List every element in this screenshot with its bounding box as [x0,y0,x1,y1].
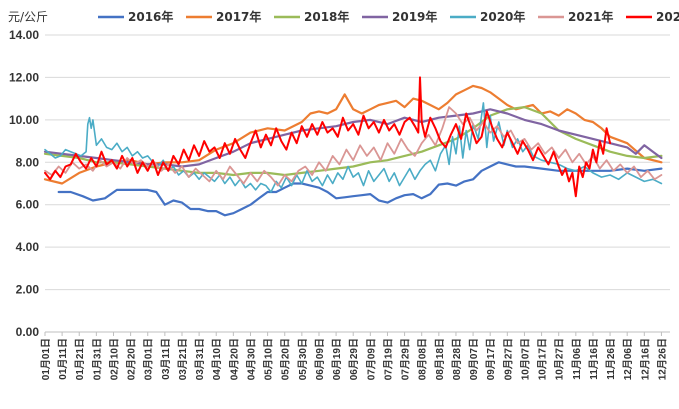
x-tick-label: 06月09日 [314,338,326,380]
series-line-2 [43,84,663,185]
x-tick-label: 01月31日 [91,338,103,380]
x-tick-label: 05月10日 [263,338,275,380]
legend: 2016年 2017年 2018年 2019年 2020年 2021年 2022年 [98,9,679,24]
gridlines [45,34,670,333]
x-tick-label: 07月19日 [382,338,394,380]
x-tick-label: 09月17日 [485,338,497,380]
x-tick-label: 09月27日 [502,338,514,380]
x-tick-label: 08月28日 [451,338,463,380]
x-tick-label: 03月21日 [177,338,189,380]
legend-label: 2022年 [656,9,679,24]
legend-label: 2020年 [480,9,525,24]
legend-label: 2019年 [392,9,437,24]
plot-area [43,76,663,217]
x-tick-label: 05月30日 [297,338,309,380]
x-tick-label: 01月11日 [57,338,69,380]
x-tick-label: 11月26日 [605,338,617,380]
x-tick-label: 10月07日 [519,338,531,380]
x-tick-label: 12月16日 [639,338,651,380]
x-tick-label: 02月10日 [108,338,120,380]
x-tick-label: 03月31日 [194,338,206,380]
x-axis-ticks: 01月01日 01月11日 01月21日 01月31日 02月10日 02月20日 03月0… [40,332,668,380]
x-tick-label: 10月17日 [537,338,549,380]
x-tick-label: 08月18日 [434,338,446,380]
x-tick-label: 04月20日 [228,338,240,380]
x-tick-label: 03月01日 [143,338,155,380]
y-tick-label: 12.00 [9,70,39,84]
y-tick-label: 2.00 [16,283,40,297]
legend-label: 2016年 [128,9,173,24]
series-line-6 [44,106,663,187]
y-axis-ticks: 0.00 2.00 4.00 6.00 8.00 10.00 12.00 14.00 [9,28,39,339]
x-tick-label: 08月08日 [417,338,429,380]
x-tick-label: 04月10日 [211,338,223,380]
x-tick-label: 06月19日 [331,338,343,380]
legend-label: 2018年 [304,9,349,24]
x-tick-label: 11月06日 [571,338,583,380]
series-line-1 [57,161,663,217]
x-tick-label: 02月20日 [126,338,138,380]
x-tick-label: 07月29日 [400,338,412,380]
x-tick-label: 11月16日 [588,338,600,380]
series-line-3 [43,105,663,177]
x-tick-label: 06月29日 [348,338,360,380]
y-tick-label: 4.00 [16,240,40,254]
y-axis-unit-label: 元/公斤 [8,10,48,24]
x-tick-label: 01月21日 [74,338,86,380]
x-tick-label: 12月06日 [622,338,634,380]
x-tick-label: 01月01日 [40,338,52,380]
x-tick-label: 09月07日 [468,338,480,380]
series-line-7 [44,76,612,198]
x-tick-label: 03月11日 [160,338,172,380]
y-tick-label: 14.00 [9,28,39,42]
x-tick-label: 07月09日 [365,338,377,380]
y-tick-label: 0.00 [16,325,40,339]
legend-label: 2017年 [216,9,261,24]
x-tick-label: 12月26日 [656,338,668,380]
legend-label: 2021年 [568,9,613,24]
x-tick-label: 04月30日 [245,338,257,380]
y-tick-label: 10.00 [9,113,39,127]
y-tick-label: 6.00 [16,198,40,212]
y-tick-label: 8.00 [16,155,40,169]
series-line-4 [43,108,663,168]
x-tick-label: 10月27日 [554,338,566,380]
x-tick-label: 05月20日 [280,338,292,380]
